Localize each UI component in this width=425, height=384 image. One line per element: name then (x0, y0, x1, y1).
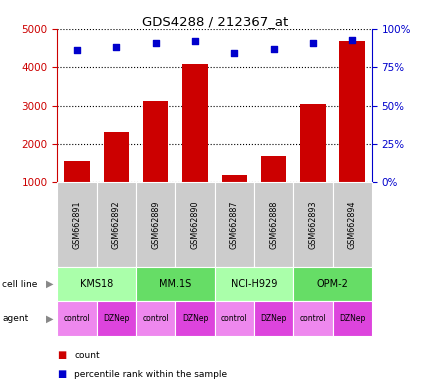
Bar (300, 104, 326, 221)
Text: agent: agent (2, 314, 28, 323)
Bar (340, 41, 365, 221)
Text: GSM662893: GSM662893 (309, 200, 317, 249)
Point (192, 38, 198, 44)
Text: control: control (221, 314, 248, 323)
Text: GSM662894: GSM662894 (348, 200, 357, 249)
Text: OPM-2: OPM-2 (317, 279, 348, 289)
Text: DZNep: DZNep (339, 314, 366, 323)
Text: GSM662887: GSM662887 (230, 200, 239, 249)
Point (270, 46, 277, 52)
Point (113, 44, 120, 50)
Text: GSM662892: GSM662892 (112, 200, 121, 249)
Text: count: count (74, 351, 100, 360)
Text: control: control (142, 314, 169, 323)
Text: GSM662888: GSM662888 (269, 200, 278, 249)
Bar (64, 161, 90, 221)
Text: MM.1S: MM.1S (159, 279, 191, 289)
Text: control: control (64, 314, 91, 323)
Point (74, 47, 80, 53)
Text: NCI-H929: NCI-H929 (231, 279, 277, 289)
Title: GDS4288 / 212367_at: GDS4288 / 212367_at (142, 15, 288, 28)
Text: DZNep: DZNep (182, 314, 208, 323)
Bar (261, 156, 286, 221)
Text: ▶: ▶ (45, 279, 53, 289)
Text: KMS18: KMS18 (80, 279, 113, 289)
Text: percentile rank within the sample: percentile rank within the sample (74, 370, 227, 379)
Bar (104, 132, 129, 221)
Point (152, 40, 159, 46)
Bar (221, 175, 247, 221)
Point (231, 50, 238, 56)
Bar (143, 101, 168, 221)
Text: GSM662889: GSM662889 (151, 200, 160, 249)
Point (349, 36, 356, 43)
Text: cell line: cell line (2, 280, 37, 289)
Point (309, 40, 316, 46)
Text: ■: ■ (57, 369, 67, 379)
Text: ■: ■ (57, 350, 67, 360)
Text: DZNep: DZNep (103, 314, 130, 323)
Text: control: control (300, 314, 326, 323)
Text: ▶: ▶ (45, 314, 53, 324)
Text: DZNep: DZNep (261, 314, 287, 323)
Text: GSM662891: GSM662891 (73, 200, 82, 249)
Text: GSM662890: GSM662890 (190, 200, 199, 249)
Bar (182, 64, 208, 221)
